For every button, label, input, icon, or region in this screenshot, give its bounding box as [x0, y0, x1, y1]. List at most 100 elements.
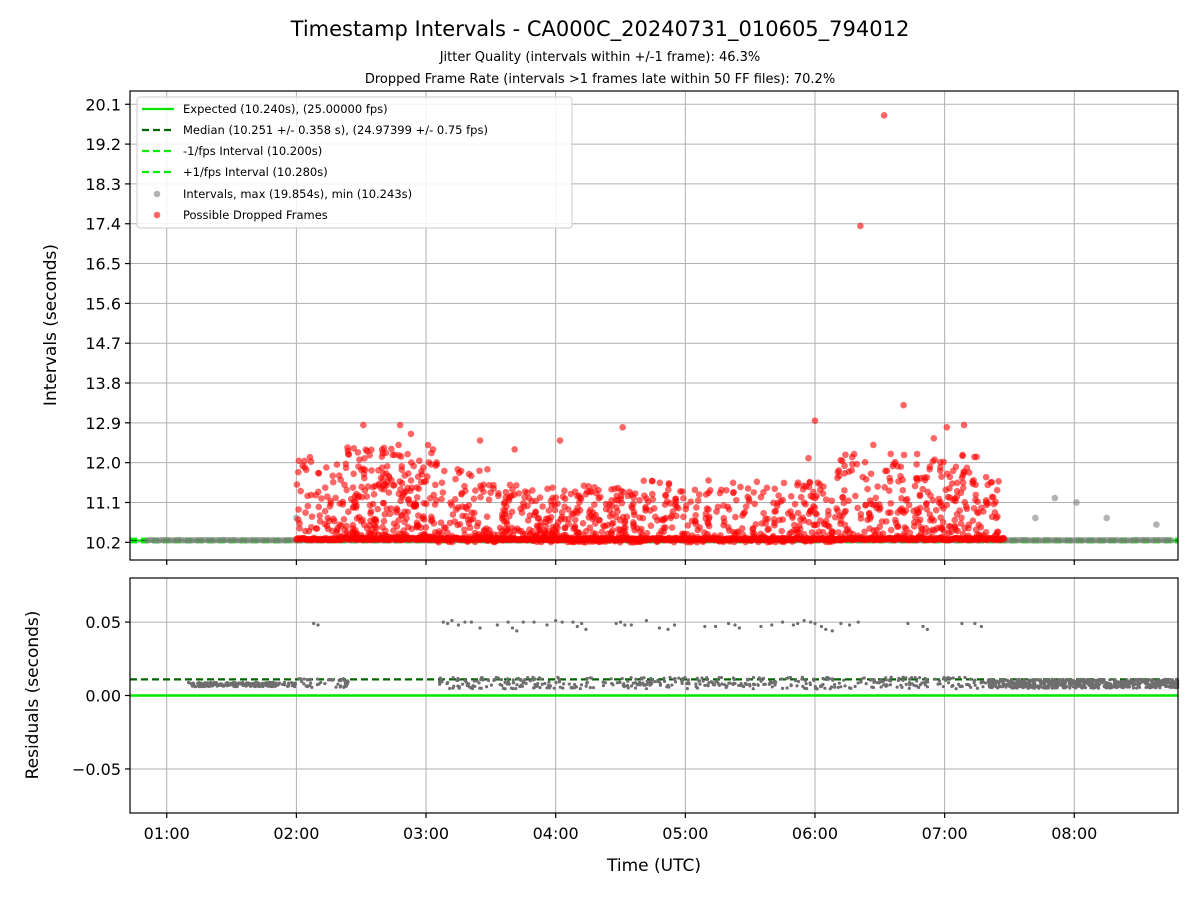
- residual-point: [515, 683, 519, 687]
- dropped-frame-point: [620, 488, 627, 496]
- residual-point: [908, 677, 912, 681]
- dropped-frame-point: [982, 528, 990, 536]
- residual-point: [1078, 677, 1082, 682]
- dropped-frame-point: [452, 475, 459, 483]
- dropped-frame-point: [395, 441, 402, 449]
- residual-point: [1072, 679, 1076, 683]
- dropped-frame-point: [982, 498, 990, 506]
- residual-point: [945, 676, 950, 680]
- residual-point: [1137, 677, 1141, 682]
- residual-point: [441, 620, 445, 624]
- residual-point: [235, 684, 239, 688]
- residual-point: [538, 686, 542, 690]
- dropped-frame-point: [495, 535, 503, 543]
- intervals-y-tick-label: 15.6: [85, 294, 121, 313]
- residual-point: [819, 624, 824, 629]
- residual-point: [533, 677, 537, 681]
- residual-point: [618, 680, 622, 684]
- legend-minus-fps-label: -1/fps Interval (10.200s): [183, 144, 322, 158]
- dropped-frame-point: [576, 499, 583, 506]
- dropped-frame-point: [506, 512, 513, 520]
- dropped-frame-point: [370, 531, 378, 539]
- residual-point: [812, 678, 816, 683]
- dropped-frame-point: [799, 514, 807, 522]
- dropped-frame-point: [358, 493, 366, 501]
- dropped-frame-point: [995, 478, 1002, 485]
- dropped-frame-point: [629, 539, 636, 546]
- residual-point: [540, 682, 544, 686]
- dropped-frame-point: [857, 222, 864, 230]
- dropped-frame-point: [345, 450, 352, 458]
- dropped-frame-point: [385, 489, 393, 496]
- dropped-frame-point: [813, 531, 820, 539]
- dropped-frame-point: [940, 458, 947, 466]
- dropped-frame-point: [420, 464, 427, 471]
- residual-point: [951, 684, 955, 688]
- residual-point: [614, 621, 618, 626]
- dropped-frame-point: [352, 526, 359, 534]
- dropped-frame-point: [928, 533, 936, 541]
- dropped-frame-point: [930, 435, 938, 442]
- residual-point: [245, 683, 249, 687]
- dropped-frame-point: [891, 535, 898, 543]
- dropped-frame-point: [612, 496, 620, 504]
- dropped-frame-point: [992, 498, 999, 506]
- dropped-frame-point: [324, 525, 332, 533]
- dropped-frame-point: [568, 534, 575, 542]
- dropped-frame-point: [638, 531, 646, 539]
- residual-point: [824, 676, 829, 680]
- dropped-frame-point: [508, 524, 516, 532]
- dropped-frame-point: [880, 112, 888, 119]
- dropped-frame-point: [945, 523, 953, 530]
- residual-point: [499, 678, 504, 682]
- dropped-frame-point: [402, 488, 410, 495]
- dropped-frame-point: [596, 516, 603, 524]
- residual-point: [700, 676, 704, 680]
- dropped-frame-point: [716, 538, 723, 545]
- dropped-frame-point: [591, 501, 598, 508]
- residual-point: [212, 682, 216, 686]
- dropped-frame-point: [412, 502, 420, 510]
- residual-point: [796, 679, 801, 684]
- dropped-frame-point: [849, 530, 857, 538]
- dropped-frame-point: [405, 534, 412, 542]
- dropped-frame-point: [476, 437, 484, 444]
- residual-point: [717, 676, 721, 680]
- residual-point: [1086, 681, 1090, 685]
- dropped-frame-point: [466, 533, 474, 541]
- residual-point: [751, 687, 755, 691]
- residual-point: [968, 677, 973, 681]
- dropped-frame-point: [779, 496, 787, 504]
- residual-point: [554, 618, 558, 623]
- residual-point: [468, 685, 472, 689]
- dropped-frame-point: [350, 444, 358, 452]
- dropped-frame-point: [692, 511, 699, 519]
- dropped-frame-point: [294, 516, 302, 523]
- residual-point: [315, 677, 320, 681]
- residual-point: [668, 675, 672, 680]
- dropped-frame-point: [861, 528, 868, 536]
- residual-point: [584, 627, 588, 632]
- dropped-frame-point: [423, 473, 431, 480]
- residual-point: [673, 680, 678, 684]
- dropped-frame-point: [463, 505, 471, 513]
- residual-point: [933, 677, 937, 681]
- dropped-frame-point: [325, 517, 333, 525]
- residual-point: [209, 680, 213, 685]
- dropped-frame-point: [842, 507, 849, 515]
- dropped-frame-point: [417, 478, 425, 486]
- dropped-frame-point: [971, 536, 978, 544]
- dropped-frame-point: [938, 525, 946, 532]
- residual-point: [465, 684, 469, 688]
- residual-point: [1127, 685, 1132, 689]
- residual-point: [310, 685, 314, 689]
- dropped-frame-point: [515, 490, 522, 497]
- legend: Expected (10.240s), (25.00000 fps) Media…: [136, 96, 573, 229]
- dropped-frame-point: [897, 472, 904, 480]
- intervals-panel: 10.2 11.1 12.0 12.9 13.8 14.7 15.6 16.5 17.4 18.3…: [41, 90, 1179, 565]
- dropped-frame-point: [694, 497, 702, 504]
- dropped-frame-point: [667, 514, 675, 522]
- dropped-frame-point: [662, 491, 669, 499]
- dropped-frame-point: [524, 502, 531, 510]
- residual-point: [1031, 678, 1035, 682]
